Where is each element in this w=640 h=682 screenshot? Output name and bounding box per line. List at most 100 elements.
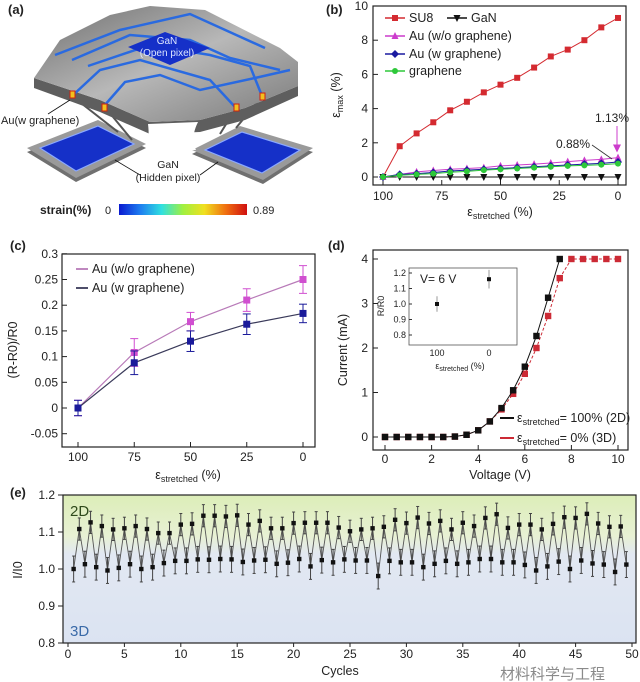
inset-y-tick-label: 0.9 [393, 315, 406, 325]
data-point [172, 558, 178, 564]
legend-label-main: ε [517, 431, 523, 445]
data-point [547, 163, 554, 170]
x-tick-label: 50 [625, 647, 639, 661]
legend-label-sub: stretched [523, 437, 560, 447]
legend-marker [391, 32, 399, 39]
data-point [480, 89, 487, 96]
data-point [579, 558, 584, 563]
platform-hole [146, 122, 198, 152]
y-axis-label-sub: max [335, 95, 345, 113]
data-point [291, 520, 296, 526]
series-su8 [380, 14, 621, 180]
y-axis-label: I/I0 [11, 561, 25, 578]
data-point [212, 513, 217, 518]
hidden-pixel-label-line2: (Hidden pixel) [136, 172, 201, 184]
data-point [579, 255, 587, 263]
region-label-2d: 2D [70, 503, 89, 520]
data-point [533, 332, 540, 340]
y-tick-label: 0.2 [41, 298, 58, 312]
au-label-arrow [47, 99, 71, 115]
y-tick-label: -0.05 [31, 427, 59, 441]
data-point [77, 526, 82, 532]
legend: Au (w/o graphene) Au (w graphene) [76, 262, 195, 295]
data-point [513, 174, 521, 181]
series-au-w-graphene [74, 303, 307, 417]
data-point [268, 526, 274, 531]
data-point [475, 427, 482, 434]
data-point [130, 359, 138, 367]
data-point [235, 513, 240, 518]
cycling-series [71, 502, 629, 590]
x-tick-label: 4 [475, 452, 482, 466]
data-point [624, 562, 629, 567]
legend-label: Au (w/o graphene) [92, 262, 195, 276]
legend-label: GaN [471, 11, 497, 25]
electrode-traces [54, 12, 291, 109]
legend-label-sub: stretched [523, 417, 560, 427]
legend-marker [453, 15, 461, 22]
data-point [229, 557, 234, 562]
legend-marker [392, 68, 398, 74]
x-tick-label: 25 [240, 450, 254, 464]
data-point [581, 37, 588, 44]
data-point [263, 557, 268, 562]
y-tick-label: 6 [361, 67, 368, 81]
hidden-pixel-label-line1: GaN [157, 159, 179, 171]
x-tick-label: 50 [184, 450, 198, 464]
data-point [463, 98, 470, 105]
x-tick-label: 5 [121, 647, 128, 661]
y-tick-label: 0 [361, 430, 368, 444]
inset-x-label-sub: stretched [439, 366, 468, 373]
data-point [438, 518, 443, 524]
data-point [547, 53, 554, 60]
annotation-au-w-graphene: 0.88% [556, 137, 590, 151]
x-tick-label: 30 [400, 647, 414, 661]
data-point [556, 255, 563, 263]
legend-label: Au (w graphene) [409, 47, 501, 61]
data-point [497, 174, 504, 181]
data-point [480, 167, 487, 174]
data-point [564, 162, 571, 169]
data-point [573, 515, 578, 521]
data-point [206, 557, 212, 562]
x-tick-label: 75 [128, 450, 142, 464]
panel-d-label: (d) [328, 238, 345, 253]
strain-hotspot [259, 92, 266, 101]
data-point [381, 433, 389, 441]
data-point [556, 559, 561, 564]
data-point [521, 370, 528, 378]
data-point [398, 560, 403, 565]
data-point [167, 530, 172, 536]
data-point [556, 274, 563, 282]
data-point [471, 523, 477, 529]
x-tick-label: 100 [68, 450, 88, 464]
data-point [545, 564, 550, 569]
data-point [539, 527, 544, 532]
data-point [494, 512, 499, 517]
data-point [88, 520, 93, 525]
data-point [364, 558, 370, 563]
legend-marker [391, 50, 399, 58]
data-point [189, 521, 195, 527]
legend-label: Au (w graphene) [92, 281, 184, 295]
data-point [497, 166, 504, 173]
strain-hotspot [101, 103, 108, 112]
open-pixel-label-line2: (Open pixel) [140, 48, 194, 59]
data-point [533, 568, 539, 573]
data-point [116, 565, 121, 571]
x-tick-label: 10 [174, 647, 188, 661]
strain-hotspot [69, 90, 76, 99]
x-tick-label: 0 [382, 452, 389, 466]
data-point [614, 255, 622, 263]
data-point [509, 387, 517, 394]
data-point [150, 564, 155, 570]
x-tick-label: 10 [611, 452, 625, 466]
data-point [598, 161, 605, 168]
inset-y-label: R/R0 [376, 296, 386, 317]
data-point [195, 557, 200, 562]
data-point [477, 556, 482, 562]
hidden-pixel-left [38, 125, 136, 172]
inset-x-tick-label: 100 [429, 348, 444, 358]
data-point [614, 174, 622, 181]
y-axis-label-unit: (%) [329, 72, 343, 95]
